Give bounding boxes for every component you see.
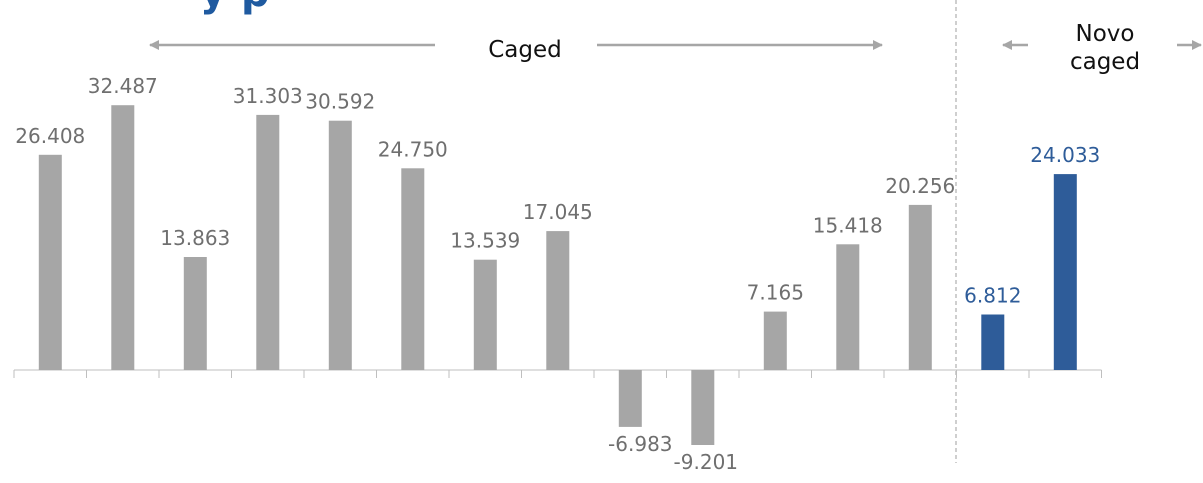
caged-bar bbox=[691, 370, 715, 445]
data-label: 26.408 bbox=[15, 124, 85, 148]
data-label: 24.750 bbox=[378, 137, 448, 161]
data-label: 30.592 bbox=[305, 90, 375, 114]
caged-bar bbox=[908, 204, 932, 370]
data-label: 15.418 bbox=[813, 213, 883, 237]
novo-caged-label: Novo caged bbox=[1060, 20, 1150, 76]
data-label: 6.812 bbox=[964, 284, 1021, 308]
novo-caged-bar bbox=[981, 314, 1005, 370]
data-label: 13.863 bbox=[160, 226, 230, 250]
data-label: 13.539 bbox=[450, 229, 520, 253]
novo-caged-label-line2: caged bbox=[1069, 49, 1141, 75]
caged-bar bbox=[618, 370, 642, 427]
data-label: 7.165 bbox=[747, 281, 804, 305]
caged-bar bbox=[546, 231, 570, 370]
caged-bar bbox=[328, 120, 352, 370]
data-label: 31.303 bbox=[233, 84, 303, 108]
annotations bbox=[149, 0, 1202, 463]
bars bbox=[38, 105, 1077, 445]
chart-title-fragment: y p bbox=[200, 0, 270, 16]
caged-bar bbox=[401, 168, 425, 370]
novo-caged-label-line1: Novo bbox=[1075, 21, 1135, 47]
caged-label: Caged bbox=[488, 37, 562, 63]
caged-bar bbox=[38, 154, 62, 370]
caged-bar bbox=[256, 114, 280, 371]
x-axis bbox=[13, 369, 1102, 378]
caged-bar bbox=[763, 311, 787, 370]
data-label: -9.201 bbox=[674, 450, 738, 474]
caged-bar bbox=[836, 244, 860, 370]
data-label: 24.033 bbox=[1030, 143, 1100, 167]
caged-bar bbox=[183, 257, 207, 370]
data-label: 20.256 bbox=[885, 174, 955, 198]
data-label: 17.045 bbox=[523, 200, 593, 224]
data-label: -6.983 bbox=[608, 432, 672, 456]
data-label: 32.487 bbox=[88, 74, 158, 98]
caged-bar bbox=[111, 105, 135, 370]
caged-bar bbox=[473, 259, 497, 370]
novo-caged-bar bbox=[1053, 174, 1077, 370]
